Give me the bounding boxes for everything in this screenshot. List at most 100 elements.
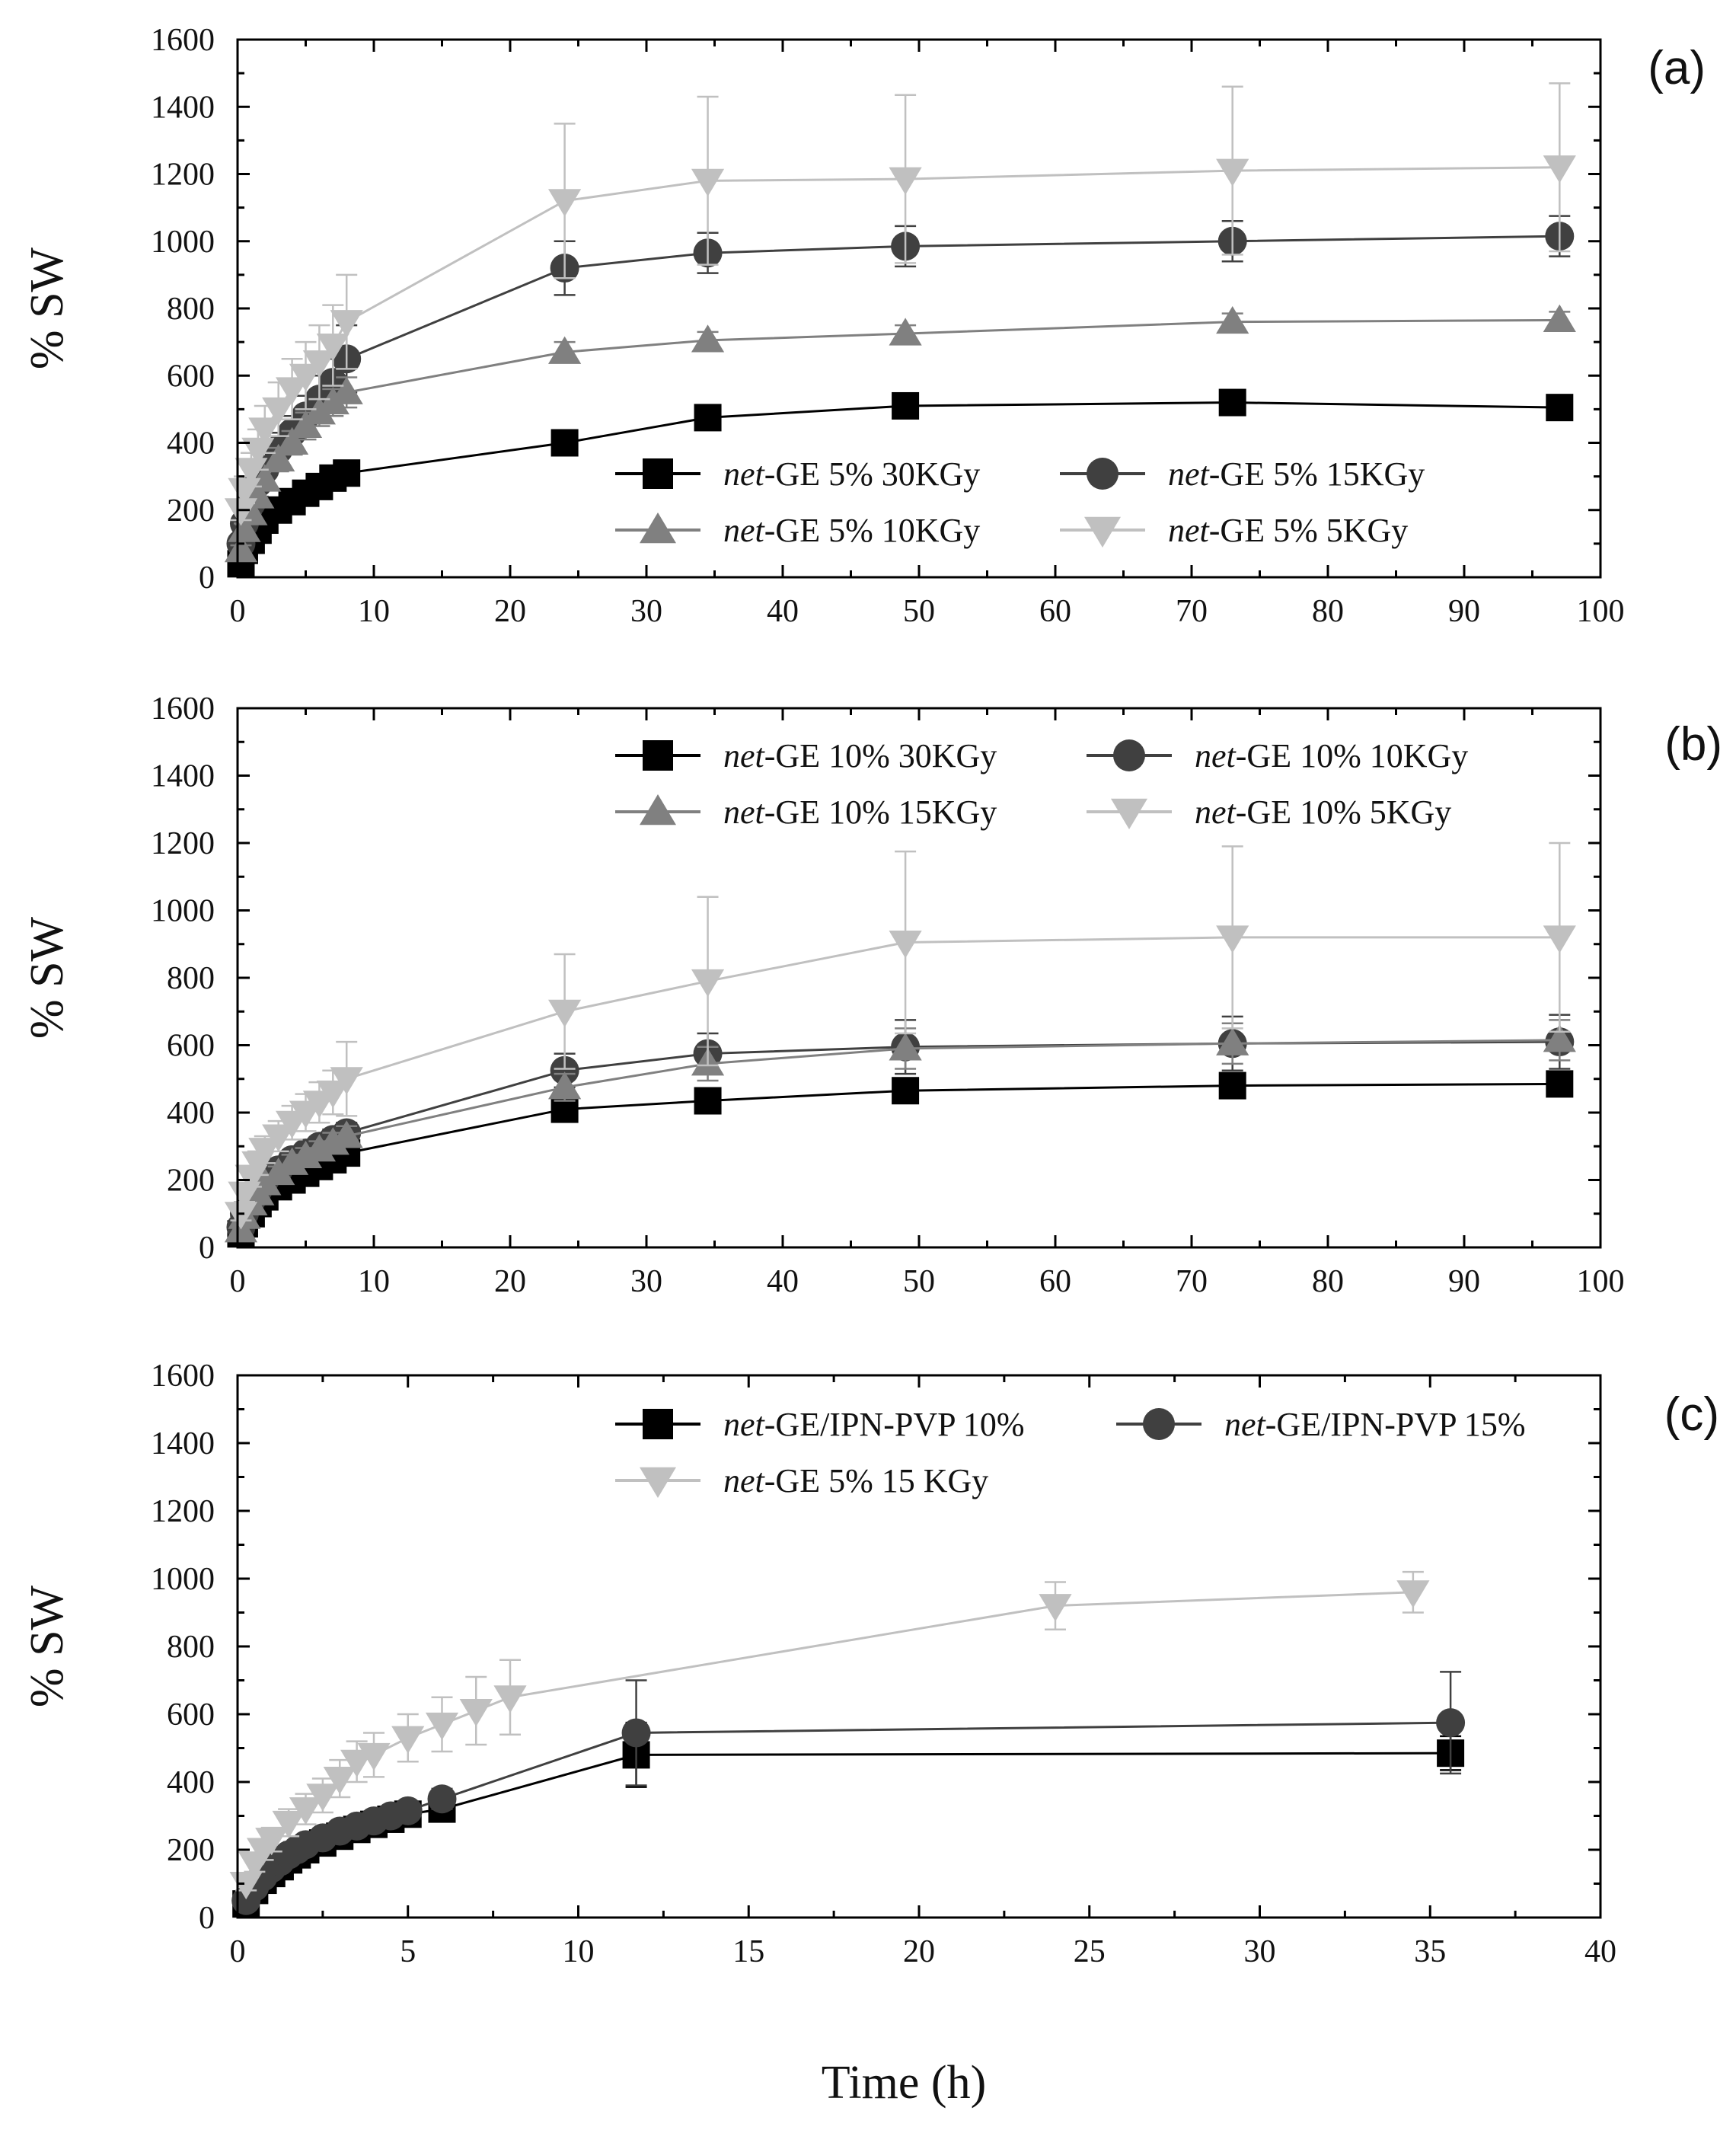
- panel-a-y-tick-label-4: 800: [167, 292, 215, 327]
- panel-c-series-2-point-8: [340, 1749, 374, 1777]
- panel-b-y-tick-label-6: 1200: [151, 826, 215, 861]
- panel-c-series-2-point-4: [272, 1810, 305, 1839]
- panel-c-y-tick-label-2: 400: [167, 1765, 215, 1800]
- panel-a-y-tick-label-2: 400: [167, 426, 215, 461]
- panel-c-y-tick-label-0: 0: [199, 1901, 215, 1936]
- panel-a-series-2-point-12: [691, 324, 725, 353]
- panel-b-series-3-point-0: [224, 1202, 258, 1230]
- panel-a-series-0-point-13: [892, 391, 920, 420]
- panel-b-legend-label-3: net-GE 10% 5KGy: [1195, 794, 1451, 831]
- panel-b: 0 10 20 30 40 50 60 70 80 90 100020040060080010001…: [21, 691, 1722, 1299]
- panel-a-series-2-point-6: [276, 426, 309, 455]
- panel-a-series-0-point-10: [333, 459, 361, 487]
- panel-a-series-2-point-13: [889, 318, 922, 346]
- panel-b-legend-marker-0: [643, 740, 673, 771]
- panel-b-x-tick-label-5: 50: [903, 1264, 935, 1299]
- panel-a-series-2-point-1: [228, 514, 261, 542]
- panel-a-legend-marker-1: [1087, 458, 1119, 490]
- panel-b-series-2-point-10: [330, 1120, 363, 1148]
- panel-a-x-tick-label-7: 70: [1176, 594, 1208, 629]
- panel-a-y-tick-label-5: 1000: [151, 225, 215, 260]
- panel-a-legend-marker-3: [1084, 516, 1121, 548]
- panel-a-series-3-point-13: [889, 167, 922, 195]
- panel-a-y-tick-label-3: 600: [167, 359, 215, 394]
- panel-a-ticks: 0 10 20 30 40 50 60 70 80 90 100020040060080010001…: [151, 23, 1625, 629]
- panel-b-series-3-point-13: [889, 931, 922, 959]
- panel-a-series-2-point-15: [1543, 304, 1576, 332]
- panel-a-series-3-point-12: [691, 168, 725, 197]
- panel-c-legend-label-2: net-GE 5% 15 KGy: [723, 1462, 988, 1499]
- panel-b-series-3-point-10: [330, 1067, 363, 1095]
- panel-c-series-2-point-14: [1039, 1594, 1072, 1622]
- panel-a-y-tick-label-6: 1200: [151, 158, 215, 193]
- panel-b-y-tick-label-1: 200: [167, 1164, 215, 1199]
- panel-a-x-tick-label-0: 0: [230, 594, 246, 629]
- panel-b-x-tick-label-9: 90: [1448, 1264, 1480, 1299]
- panel-a-series-2-point-10: [330, 376, 363, 404]
- panel-c: 0 5 10 15 20 25 30 35 40020040060080010001200140…: [21, 1359, 1719, 2109]
- panel-b-ticks: 0 10 20 30 40 50 60 70 80 90 100020040060080010001…: [151, 691, 1625, 1299]
- panel-b-series-3-point-12: [691, 969, 725, 998]
- panel-c-series-1-point-14: [427, 1784, 457, 1814]
- panel-a-series-3-point-2: [235, 458, 268, 486]
- panel-a-series-3-point-11: [548, 189, 582, 217]
- panel-c-frame: [236, 1374, 1602, 1919]
- panel-a-series-3-point-5: [262, 397, 295, 426]
- panel-c-y-tick-label-8: 1600: [151, 1359, 215, 1394]
- panel-c-x-tick-label-1: 5: [400, 1934, 416, 1969]
- panel-c-legend-label-1: net-GE/IPN-PVP 15%: [1224, 1406, 1526, 1443]
- panel-c-y-tick-label-7: 1400: [151, 1426, 215, 1461]
- panel-b-series-0-point-13: [892, 1077, 920, 1105]
- panel-c-x-tick-label-3: 15: [732, 1934, 764, 1969]
- panel-a-legend-marker-2: [640, 513, 676, 544]
- panel-a: 0 10 20 30 40 50 60 70 80 90 100020040060080010001…: [21, 23, 1706, 629]
- panel-a-frame: [236, 38, 1602, 579]
- panel-b-y-axis-label: % SW: [21, 916, 73, 1039]
- panel-b-legend: net-GE 10% 30KGy net-GE 10% 10KGy net-GE…: [615, 737, 1468, 831]
- panel-b-series-3-point-15: [1543, 925, 1576, 953]
- panel-a-series-3-point-6: [276, 377, 309, 405]
- panel-b-series-0-point-15: [1546, 1070, 1574, 1098]
- panel-a-series-3-point-3: [241, 437, 275, 466]
- panel-c-series-2-point-9: [357, 1742, 391, 1771]
- panel-c-x-axis-label: Time (h): [822, 2057, 986, 2109]
- panel-a-series-0-point-12: [694, 404, 722, 432]
- panel-c-series-2-point-11: [425, 1712, 459, 1741]
- panel-b-y-tick-label-8: 1600: [151, 691, 215, 726]
- panel-b-series-2-point-14: [1216, 1027, 1249, 1055]
- panel-b-legend-label-2: net-GE 10% 15KGy: [723, 794, 997, 831]
- panel-a-series-0-point-15: [1546, 394, 1574, 422]
- panel-c-legend-marker-2: [640, 1467, 676, 1498]
- panel-c-series-2-point-6: [306, 1784, 340, 1812]
- panel-b-series-3-point-4: [248, 1138, 282, 1166]
- panel-a-legend-label-1: net-GE 5% 15KGy: [1168, 455, 1425, 493]
- panel-a-x-tick-label-1: 10: [358, 594, 390, 629]
- panel-b-frame: [236, 707, 1602, 1249]
- panel-c-x-tick-label-8: 40: [1584, 1934, 1616, 1969]
- panel-c-series-2: [229, 1570, 1430, 1900]
- panel-b-legend-label-0: net-GE 10% 30KGy: [723, 737, 997, 774]
- panel-a-series-3: [224, 82, 1576, 526]
- panel-c-y-tick-label-4: 800: [167, 1630, 215, 1665]
- panel-c-legend-marker-1: [1143, 1408, 1175, 1440]
- panel-a-label: (a): [1648, 42, 1706, 94]
- panel-a-series-3-point-4: [248, 417, 282, 445]
- panel-a-series-3-point-0: [224, 498, 258, 526]
- panel-c-y-tick-label-5: 1000: [151, 1562, 215, 1597]
- panel-c-label: (c): [1664, 1388, 1719, 1441]
- panel-a-legend-marker-0: [643, 458, 673, 489]
- panel-c-series-2-point-10: [391, 1726, 425, 1754]
- panel-a-x-tick-label-3: 30: [630, 594, 662, 629]
- panel-c-series-2-point-7: [323, 1767, 356, 1795]
- panel-a-series-3-point-7: [289, 363, 323, 391]
- panel-a-y-tick-label-1: 200: [167, 493, 215, 529]
- panel-b-y-tick-label-0: 0: [199, 1231, 215, 1266]
- panel-b-series-3-point-5: [262, 1124, 295, 1152]
- panel-b-x-tick-label-8: 80: [1312, 1264, 1344, 1299]
- panel-a-legend-label-2: net-GE 5% 10KGy: [723, 512, 980, 549]
- panel-a-legend: net-GE 5% 30KGy net-GE 5% 15KGy net-GE 5…: [615, 455, 1425, 549]
- panel-c-x-tick-label-4: 20: [903, 1934, 935, 1969]
- panel-c-y-axis-label: % SW: [21, 1585, 73, 1707]
- panel-c-legend-label-0: net-GE/IPN-PVP 10%: [723, 1406, 1025, 1443]
